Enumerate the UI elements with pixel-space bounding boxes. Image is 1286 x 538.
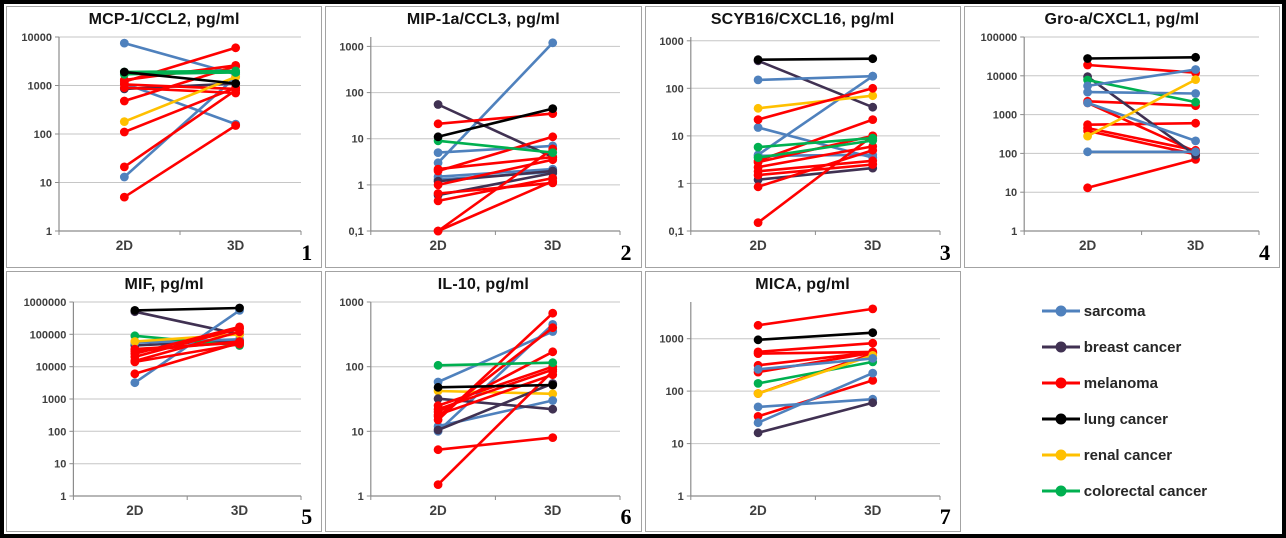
lung-cancer-line-marker-icon	[1041, 413, 1080, 425]
panel-number: 6	[620, 504, 632, 529]
chart-panel-mcp1-ccl2: MCP-1/CCL2, pg/ml 10000 1000 100 10 1 2D 3D 1	[6, 6, 323, 268]
svg-text:3D: 3D	[864, 238, 882, 253]
chart-title: MCP-1/CCL2, pg/ml	[88, 11, 240, 28]
svg-text:10000: 10000	[36, 361, 67, 373]
svg-text:1: 1	[60, 491, 66, 503]
svg-text:3D: 3D	[864, 503, 882, 518]
svg-text:2D: 2D	[126, 503, 144, 518]
svg-text:3D: 3D	[227, 238, 245, 253]
panel-number: 4	[1259, 239, 1270, 265]
melanoma-line-marker-icon	[1041, 377, 1080, 389]
svg-text:1: 1	[358, 491, 364, 503]
svg-text:1: 1	[1011, 226, 1017, 238]
svg-text:10: 10	[671, 131, 683, 143]
svg-text:2D: 2D	[116, 238, 134, 253]
legend-item-breast-cancer: breast cancer	[1040, 339, 1280, 356]
chart-panel-mica: MICA, pg/ml 1000 100 10 1 2D 3D 7	[644, 270, 961, 532]
panel-number: 1	[301, 239, 313, 265]
chart-panel-il10: IL-10, pg/ml 1000 100 10 1 2D 3D 6	[325, 270, 642, 532]
slope-chart-canvas: 1000 100 10 1 0,1 2D 3D	[340, 37, 621, 253]
breast-cancer-line-marker-icon	[1041, 341, 1080, 353]
legend-label: renal cancer	[1083, 446, 1173, 464]
legend-item-colorectal-cancer: colorectal cancer	[1040, 483, 1280, 500]
chart-panel-scyb16-cxcl16: SCYB16/CXCL16, pg/ml 1000 100 10 1 0,1 2D 3D 3	[644, 6, 961, 268]
svg-text:0,1: 0,1	[668, 226, 683, 238]
svg-text:10: 10	[54, 458, 66, 470]
svg-text:2D: 2D	[430, 238, 448, 253]
svg-text:0,1: 0,1	[349, 226, 364, 238]
svg-text:1000: 1000	[42, 394, 66, 406]
legend-item-melanoma: melanoma	[1040, 375, 1280, 392]
svg-text:1: 1	[677, 491, 683, 503]
svg-text:100: 100	[665, 386, 683, 398]
chart-title: MIF, pg/ml	[124, 275, 204, 293]
slope-chart-canvas: 1000 100 10 1 2D 3D	[659, 301, 941, 518]
svg-text:3D: 3D	[544, 503, 562, 518]
svg-text:1000: 1000	[993, 110, 1017, 122]
svg-text:1000: 1000	[28, 81, 52, 93]
svg-text:100000: 100000	[980, 32, 1017, 44]
svg-text:1: 1	[46, 226, 52, 238]
svg-text:100: 100	[665, 83, 683, 95]
svg-text:2D: 2D	[1079, 238, 1097, 253]
legend-item-sarcoma: sarcoma	[1040, 303, 1280, 320]
svg-text:1000: 1000	[659, 36, 683, 48]
svg-text:100: 100	[346, 88, 364, 100]
panel-number: 3	[939, 239, 951, 265]
svg-text:1: 1	[677, 178, 683, 190]
svg-text:10: 10	[1005, 187, 1017, 199]
legend-item-renal-cancer: renal cancer	[1040, 447, 1280, 464]
svg-text:100000: 100000	[30, 329, 67, 341]
svg-text:10000: 10000	[22, 32, 53, 44]
chart-title: Gro-a/CXCL1, pg/ml	[1044, 11, 1200, 28]
slope-chart-canvas: 1000 100 10 1 0,1 2D 3D	[659, 36, 941, 253]
svg-text:10000: 10000	[986, 71, 1017, 83]
svg-text:2D: 2D	[430, 503, 448, 518]
legend-label: sarcoma	[1083, 302, 1146, 320]
svg-text:10: 10	[352, 426, 364, 438]
chart-title: MIP-1a/CCL3, pg/ml	[406, 11, 560, 28]
svg-text:100: 100	[48, 426, 66, 438]
svg-text:2D: 2D	[749, 238, 767, 253]
slope-chart-canvas: 10000 1000 100 10 1 2D 3D	[22, 32, 302, 253]
slope-chart-canvas: 1000000 100000 10000 1000 100 10 1 2D 3D	[24, 297, 302, 518]
legend: sarcoma breast cancer melanoma lung canc…	[963, 270, 1280, 532]
svg-text:1000000: 1000000	[24, 297, 67, 309]
chart-panel-groa-cxcl1: Gro-a/CXCL1, pg/ml 100000 10000 1000 100 10 1…	[963, 6, 1280, 268]
legend-item-lung-cancer: lung cancer	[1040, 411, 1280, 428]
colorectal-cancer-line-marker-icon	[1041, 485, 1080, 497]
chart-title: IL-10, pg/ml	[437, 275, 530, 293]
chart-panel-mif: MIF, pg/ml 1000000 100000 10000 1000 100 10 1 2…	[6, 270, 323, 532]
chart-panel-mip1a-ccl3: MIP-1a/CCL3, pg/ml 1000 100 10 1 0,1 2D 3D 2	[325, 6, 642, 268]
chart-title: MICA, pg/ml	[755, 275, 850, 293]
legend-label: melanoma	[1083, 374, 1158, 392]
panel-number: 5	[301, 504, 313, 529]
svg-text:1: 1	[358, 180, 364, 192]
legend-label: colorectal cancer	[1083, 482, 1208, 500]
svg-text:10: 10	[352, 134, 364, 146]
chart-title: SCYB16/CXCL16, pg/ml	[710, 11, 895, 28]
svg-text:1000: 1000	[659, 333, 683, 345]
svg-text:3D: 3D	[544, 238, 562, 253]
legend-label: breast cancer	[1083, 338, 1182, 356]
panel-number: 2	[620, 239, 632, 265]
svg-text:1000: 1000	[340, 41, 364, 53]
legend-label: lung cancer	[1083, 410, 1168, 428]
svg-text:2D: 2D	[749, 503, 767, 518]
slope-chart-canvas: 100000 10000 1000 100 10 1 2D 3D	[980, 32, 1260, 253]
svg-text:1000: 1000	[340, 297, 364, 309]
svg-text:100: 100	[346, 361, 364, 373]
sarcoma-line-marker-icon	[1041, 305, 1080, 317]
renal-cancer-line-marker-icon	[1041, 449, 1080, 461]
slope-chart-canvas: 1000 100 10 1 2D 3D	[340, 297, 621, 518]
svg-text:100: 100	[999, 148, 1017, 160]
svg-text:10: 10	[671, 438, 683, 450]
svg-text:3D: 3D	[1187, 238, 1205, 253]
svg-text:100: 100	[34, 129, 52, 141]
panel-number: 7	[939, 504, 951, 529]
svg-text:3D: 3D	[231, 503, 249, 518]
svg-text:10: 10	[40, 178, 52, 190]
